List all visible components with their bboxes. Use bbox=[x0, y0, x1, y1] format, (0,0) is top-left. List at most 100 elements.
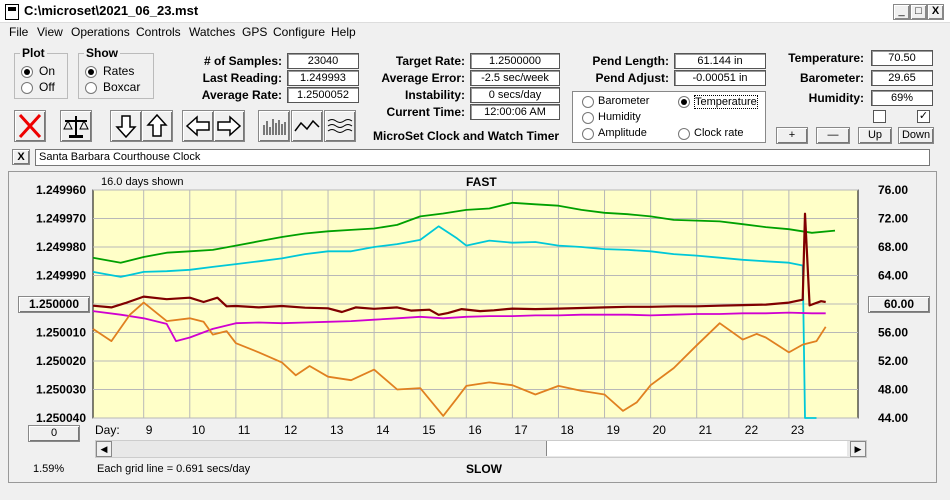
show-rates-radio[interactable] bbox=[85, 66, 97, 78]
plot-on-radio[interactable] bbox=[21, 66, 33, 78]
scroll-left-arrow-icon[interactable]: ◀ bbox=[96, 441, 112, 457]
minimize-button[interactable]: _ bbox=[893, 4, 910, 20]
pend-adjust-field: -0.00051 in bbox=[674, 70, 766, 86]
humidity-field: 69% bbox=[871, 90, 933, 106]
close-button[interactable]: X bbox=[927, 4, 944, 20]
y-right-tick-label: 52.00 bbox=[878, 354, 908, 368]
menu-configure[interactable]: Configure bbox=[273, 25, 326, 39]
minus-button[interactable]: — bbox=[816, 127, 850, 144]
time-scrollbar[interactable]: ◀ ▶ bbox=[95, 440, 867, 458]
target-rate-field[interactable]: 1.2500000 bbox=[470, 53, 560, 69]
histogram-button[interactable] bbox=[258, 110, 290, 142]
target-rate-label: Target Rate: bbox=[395, 54, 465, 68]
scroll-right-button[interactable] bbox=[213, 110, 245, 142]
samples-label: # of Samples: bbox=[203, 54, 282, 68]
scroll-thumb[interactable] bbox=[546, 441, 847, 456]
clockrate-radio[interactable] bbox=[678, 128, 690, 140]
average-error-field: -2.5 sec/week bbox=[470, 70, 560, 86]
menu-view[interactable]: View bbox=[37, 25, 63, 39]
y-left-tick-label: 1.249980 bbox=[36, 240, 86, 254]
move-up-button[interactable] bbox=[141, 110, 173, 142]
last-reading-field: 1.249993 bbox=[287, 70, 359, 86]
humidity-radio[interactable] bbox=[582, 112, 594, 124]
y-left-tick-label: 1.249970 bbox=[36, 212, 86, 226]
y-right-tick-label: 56.00 bbox=[878, 326, 908, 340]
down-button[interactable]: Down bbox=[898, 127, 934, 144]
plot-off-label: Off bbox=[39, 80, 55, 94]
menu-help[interactable]: Help bbox=[331, 25, 356, 39]
barometer-field: 29.65 bbox=[871, 70, 933, 86]
samples-field: 23040 bbox=[287, 53, 359, 69]
x-tick-label: 22 bbox=[745, 423, 759, 437]
plus-button[interactable]: + bbox=[776, 127, 808, 144]
histogram-icon bbox=[263, 119, 286, 135]
maximize-button[interactable]: □ bbox=[910, 4, 927, 20]
y-left-tick-label: 1.250030 bbox=[36, 383, 86, 397]
y-right-tick-label: 68.00 bbox=[878, 240, 908, 254]
series-clockrate bbox=[92, 212, 826, 316]
series-amplitude bbox=[92, 225, 817, 419]
average-rate-label: Average Rate: bbox=[201, 88, 282, 102]
app-label: MicroSet Clock and Watch Timer bbox=[373, 129, 560, 143]
scroll-left-button[interactable] bbox=[182, 110, 214, 142]
temperature-field: 70.50 bbox=[871, 50, 933, 66]
days-shown-label: 16.0 days shown bbox=[101, 176, 184, 188]
y-right-tick-label: 44.00 bbox=[878, 411, 908, 425]
wave-plot-button[interactable] bbox=[324, 110, 356, 142]
plot-on-label: On bbox=[39, 64, 56, 78]
plot-off-radio[interactable] bbox=[21, 82, 33, 94]
stop-x-icon bbox=[18, 113, 42, 139]
center-rate-button[interactable]: 1.250000 bbox=[18, 296, 90, 313]
arrow-left-icon bbox=[185, 115, 210, 137]
balance-button[interactable] bbox=[60, 110, 92, 142]
line-plot-icon bbox=[294, 119, 320, 132]
x-tick-label: 17 bbox=[514, 423, 528, 437]
y-right-tick-label: 72.00 bbox=[878, 212, 908, 226]
up-button[interactable]: Up bbox=[858, 127, 892, 144]
offset-button[interactable]: 0 bbox=[28, 425, 80, 442]
scroll-right-arrow-icon[interactable]: ▶ bbox=[850, 441, 866, 457]
stop-button[interactable] bbox=[14, 110, 46, 142]
center-channel-button[interactable]: 60.00 bbox=[868, 296, 930, 313]
menu-file[interactable]: File bbox=[9, 25, 29, 39]
barometer-label: Barometer bbox=[598, 95, 650, 107]
pend-length-field[interactable]: 61.144 in bbox=[674, 53, 766, 69]
show-boxcar-radio[interactable] bbox=[85, 82, 97, 94]
clock-name-field[interactable]: Santa Barbara Courthouse Clock bbox=[35, 149, 930, 166]
show-rates-label: Rates bbox=[103, 64, 135, 78]
temperature-radio[interactable] bbox=[678, 96, 690, 108]
arrow-down-icon bbox=[115, 115, 137, 139]
line-plot-button[interactable] bbox=[291, 110, 323, 142]
x-tick-label: 20 bbox=[653, 423, 667, 437]
x-tick-label: 23 bbox=[791, 423, 805, 437]
menu-bar: File View Operations Controls Watches GP… bbox=[0, 23, 950, 41]
menu-watches[interactable]: Watches bbox=[189, 25, 236, 39]
slow-label: SLOW bbox=[466, 462, 502, 476]
option-checkbox-2[interactable]: ✓ bbox=[917, 110, 930, 123]
barometer-env-label: Barometer: bbox=[799, 71, 864, 85]
x-tick-label: 12 bbox=[284, 423, 298, 437]
barometer-radio[interactable] bbox=[582, 96, 594, 108]
fast-label: FAST bbox=[466, 175, 497, 189]
app-icon[interactable] bbox=[5, 4, 19, 20]
x-tick-label: 13 bbox=[330, 423, 344, 437]
arrow-up-icon bbox=[146, 113, 168, 137]
y-right-tick-label: 48.00 bbox=[878, 383, 908, 397]
y-left-tick-label: 1.249960 bbox=[36, 183, 86, 197]
move-down-button[interactable] bbox=[110, 110, 142, 142]
balance-scale-icon bbox=[63, 116, 89, 138]
y-right-tick-label: 64.00 bbox=[878, 269, 908, 283]
clockrate-label: Clock rate bbox=[694, 127, 744, 139]
x-tick-label: 19 bbox=[607, 423, 621, 437]
clock-clear-button[interactable]: X bbox=[12, 149, 30, 165]
amplitude-radio[interactable] bbox=[582, 128, 594, 140]
menu-controls[interactable]: Controls bbox=[136, 25, 181, 39]
menu-operations[interactable]: Operations bbox=[71, 25, 130, 39]
menu-gps[interactable]: GPS bbox=[242, 25, 268, 39]
x-tick-label: 10 bbox=[192, 423, 206, 437]
option-checkbox-1[interactable] bbox=[873, 110, 886, 123]
channel-selector bbox=[572, 91, 766, 143]
temperature-env-label: Temperature: bbox=[788, 51, 864, 65]
y-right-tick-label: 76.00 bbox=[878, 183, 908, 197]
